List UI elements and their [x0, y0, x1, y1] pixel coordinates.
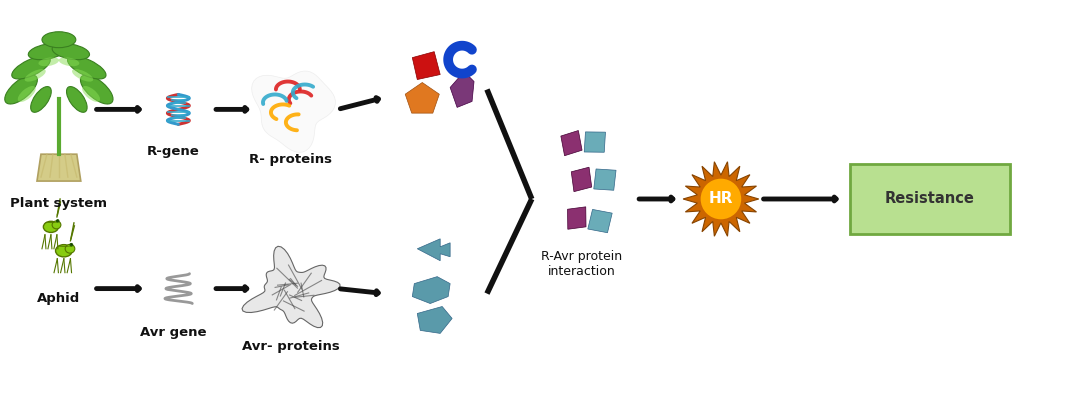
Text: R-Avr protein
interaction: R-Avr protein interaction — [542, 250, 622, 278]
Polygon shape — [451, 72, 474, 108]
Circle shape — [57, 220, 58, 221]
Ellipse shape — [30, 87, 51, 112]
Text: R-gene: R-gene — [147, 145, 199, 158]
Text: Avr gene: Avr gene — [140, 326, 207, 339]
Polygon shape — [571, 167, 591, 191]
Ellipse shape — [17, 86, 36, 102]
Circle shape — [701, 179, 741, 219]
Polygon shape — [584, 132, 605, 152]
Polygon shape — [683, 162, 759, 236]
Text: HR: HR — [708, 191, 733, 206]
Ellipse shape — [12, 56, 50, 79]
Polygon shape — [561, 130, 582, 156]
Polygon shape — [413, 277, 451, 303]
Polygon shape — [242, 246, 340, 327]
Ellipse shape — [43, 221, 58, 232]
Ellipse shape — [80, 75, 113, 104]
Ellipse shape — [28, 44, 66, 60]
Polygon shape — [251, 71, 336, 152]
Ellipse shape — [82, 86, 100, 102]
Ellipse shape — [66, 87, 87, 112]
Ellipse shape — [71, 69, 93, 82]
Polygon shape — [567, 207, 586, 229]
Ellipse shape — [25, 69, 45, 82]
Ellipse shape — [55, 245, 73, 257]
Ellipse shape — [4, 75, 38, 104]
Circle shape — [70, 244, 71, 245]
Polygon shape — [405, 82, 440, 113]
Text: Aphid: Aphid — [37, 292, 80, 305]
Text: Plant system: Plant system — [11, 197, 107, 210]
Ellipse shape — [65, 244, 75, 253]
Text: Resistance: Resistance — [885, 191, 975, 206]
Ellipse shape — [58, 58, 79, 66]
Circle shape — [70, 243, 73, 246]
Ellipse shape — [52, 44, 90, 60]
Polygon shape — [593, 169, 616, 190]
Bar — [850, 164, 1009, 234]
Polygon shape — [37, 154, 81, 181]
Text: Avr- proteins: Avr- proteins — [242, 340, 340, 353]
Polygon shape — [413, 52, 440, 80]
Ellipse shape — [67, 56, 106, 79]
Polygon shape — [417, 239, 451, 261]
Circle shape — [56, 220, 58, 222]
Ellipse shape — [52, 221, 61, 229]
Polygon shape — [588, 210, 612, 233]
Ellipse shape — [42, 32, 76, 48]
Text: R- proteins: R- proteins — [249, 152, 332, 165]
Ellipse shape — [39, 58, 58, 66]
Polygon shape — [417, 307, 452, 333]
